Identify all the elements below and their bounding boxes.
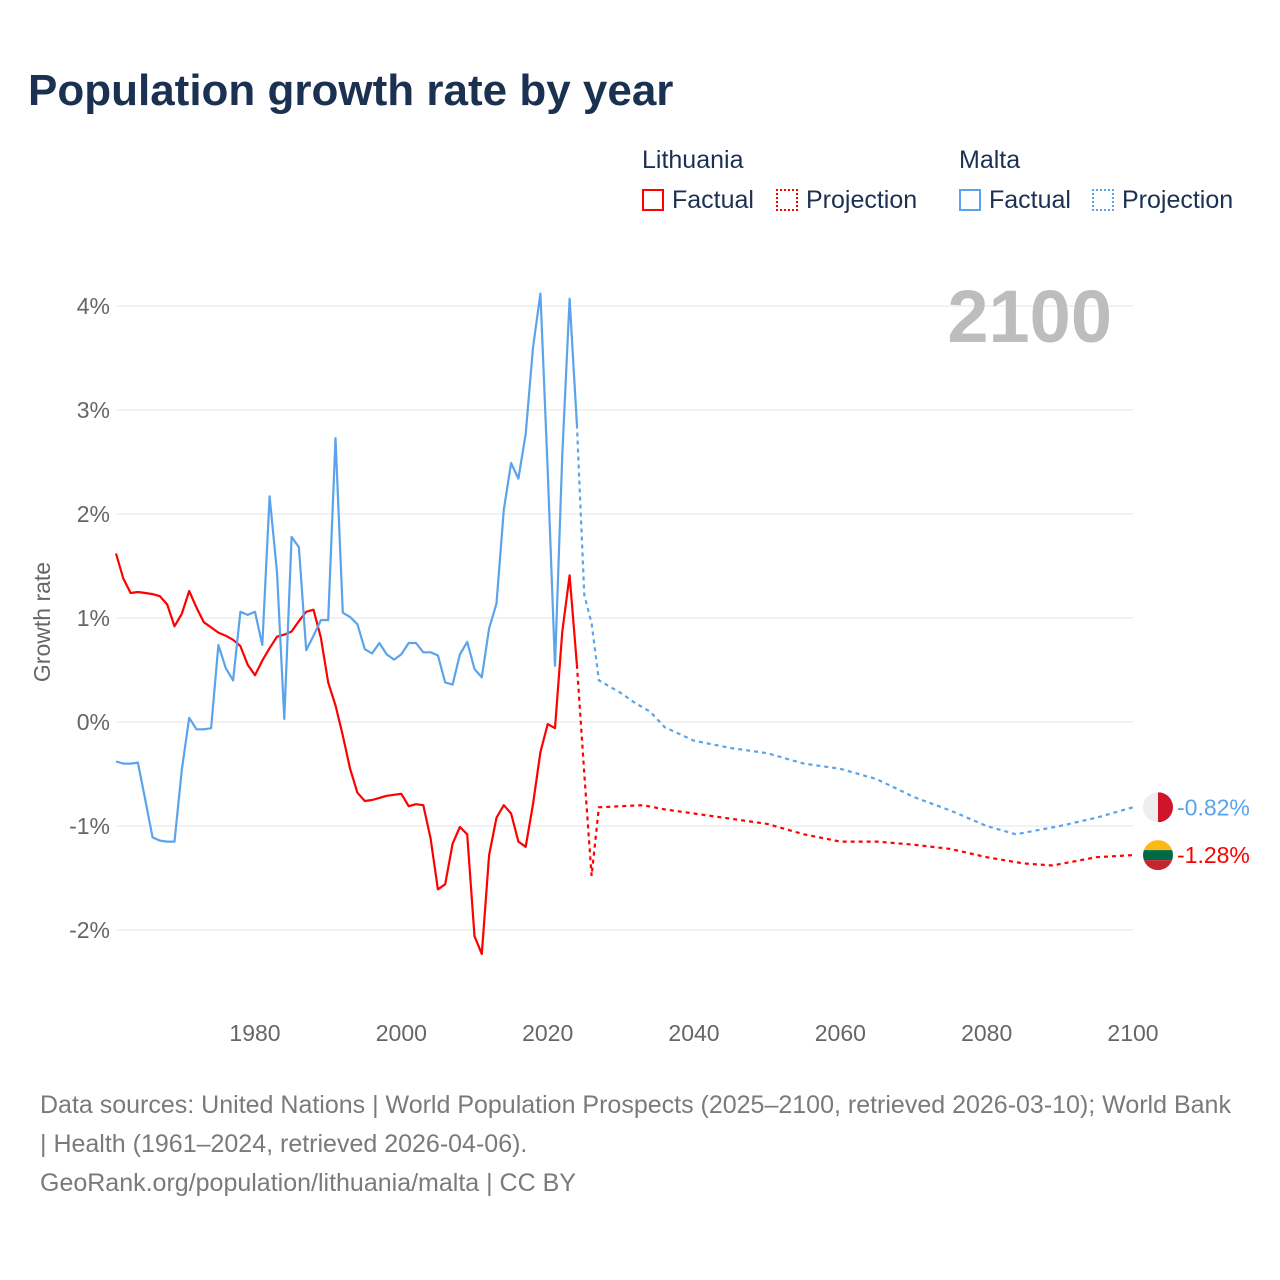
legend-swatch-solid (642, 189, 664, 211)
legend-lithuania-factual[interactable]: Factual (642, 186, 754, 215)
malta-end-label: -0.82% (1177, 794, 1250, 820)
y-tick-label: 1% (77, 605, 110, 631)
data-sources: Data sources: United Nations | World Pop… (40, 1091, 1231, 1158)
legend-swatch-dotted (776, 189, 798, 211)
legend-label: Factual (672, 186, 754, 214)
legend-label: Projection (806, 186, 918, 214)
x-tick-label: 2040 (668, 1020, 719, 1046)
x-tick-label: 2000 (376, 1020, 427, 1046)
legend-swatch-dotted (1092, 189, 1114, 211)
flag-yellow (1143, 840, 1173, 851)
x-tick-label: 2020 (522, 1020, 573, 1046)
y-tick-label: 0% (77, 709, 110, 735)
x-tick-label: 1980 (229, 1020, 280, 1046)
legend-group-malta: Malta (959, 146, 1021, 174)
year-watermark: 2100 (947, 275, 1112, 358)
malta-flag-icon (1143, 792, 1173, 823)
y-tick-label: -1% (69, 813, 110, 839)
y-tick-label: 4% (77, 293, 110, 319)
x-tick-label: 2100 (1107, 1020, 1158, 1046)
y-tick-label: 3% (77, 397, 110, 423)
malta-projection-line (575, 424, 1134, 836)
flag-body (1143, 840, 1173, 871)
lithuania-end-label: -1.28% (1177, 842, 1250, 868)
malta-factual-line (115, 292, 578, 843)
legend-label: Projection (1122, 186, 1234, 214)
lithuania-factual-line (114, 553, 578, 955)
credit-link[interactable]: GeoRank.org/population/lithuania/malta |… (40, 1169, 576, 1197)
legend-lithuania-projection[interactable]: Projection (776, 186, 917, 215)
footer: Data sources: United Nations | World Pop… (40, 1086, 1240, 1203)
y-axis-label: Growth rate (29, 562, 55, 682)
legend-group-lithuania: Lithuania (642, 146, 744, 174)
plot-area: -2% -1% 0% 1% 2% 3% 4% 1980 2000 2020 2040 2060 2080… (29, 275, 1250, 1046)
legend-swatch-solid (959, 189, 981, 211)
y-tick-label: -2% (69, 917, 110, 943)
flag-body (1143, 792, 1173, 823)
chart-title: Population growth rate by year (28, 66, 674, 115)
flag-red (1158, 792, 1173, 823)
flag-white (1143, 792, 1158, 823)
flag-red (1143, 860, 1173, 871)
legend-malta-projection[interactable]: Projection (1092, 186, 1233, 215)
y-tick-label: 2% (77, 501, 110, 527)
x-tick-label: 2060 (815, 1020, 866, 1046)
legend-malta-factual[interactable]: Factual (959, 186, 1071, 215)
x-tick-label: 2080 (961, 1020, 1012, 1046)
lithuania-flag-icon (1143, 840, 1173, 871)
lithuania-projection-line (575, 664, 1134, 877)
legend-label: Factual (989, 186, 1071, 214)
flag-green (1143, 850, 1173, 861)
